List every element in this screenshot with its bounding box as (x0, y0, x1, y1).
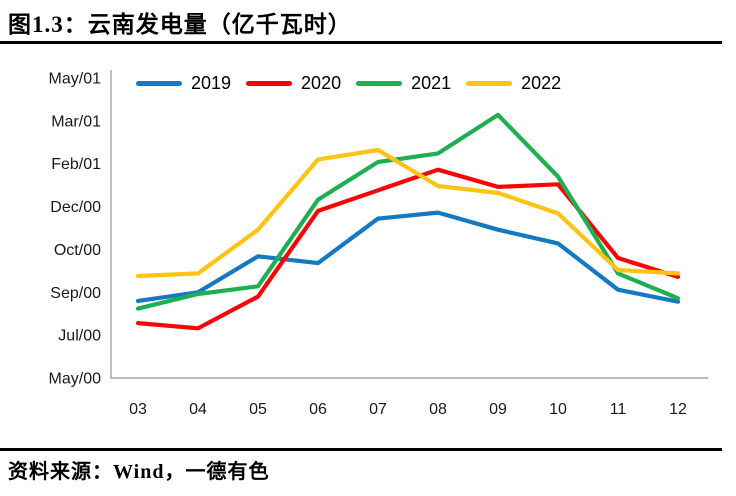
chart-legend: 2019 2020 2021 2022 (136, 74, 576, 92)
legend-label-2019: 2019 (191, 73, 232, 93)
y-axis-tick-label: Oct/00 (54, 242, 101, 259)
legend-swatch-2019 (136, 80, 182, 86)
legend-swatch-2022 (466, 80, 513, 86)
y-axis-tick-label: Dec/00 (50, 199, 101, 216)
title-divider (0, 41, 722, 44)
y-axis-tick-label: Feb/01 (51, 156, 101, 173)
legend-item-2022: 2022 (466, 74, 561, 92)
legend-item-2020: 2020 (246, 74, 341, 92)
x-axis-tick-label: 10 (549, 401, 567, 418)
x-axis-tick-label: 05 (249, 401, 267, 418)
y-axis-tick-label: Mar/01 (51, 113, 101, 130)
y-axis-tick-label: Jul/00 (58, 328, 101, 345)
legend-label-2022: 2022 (521, 73, 562, 93)
data-source-text: 资料来源：Wind，一德有色 (8, 461, 270, 483)
series-line-2022 (135, 147, 681, 279)
x-axis-tick-label: 11 (610, 401, 627, 418)
figure-title: 图1.3：云南发电量（亿千瓦时） (8, 12, 352, 37)
legend-item-2019: 2019 (136, 74, 231, 92)
x-axis-tick-label: 03 (129, 401, 147, 418)
footer-divider (0, 448, 722, 451)
x-axis-tick-label: 12 (669, 401, 687, 418)
legend-swatch-2021 (356, 80, 403, 86)
x-axis-tick-label: 09 (489, 401, 507, 418)
y-axis-tick-label: Sep/00 (50, 285, 101, 302)
x-axis-tick-label: 06 (309, 401, 327, 418)
y-axis-tick-label: May/00 (49, 371, 102, 388)
series-line-2021 (135, 112, 681, 311)
legend-swatch-2020 (246, 80, 293, 86)
x-axis-tick-label: 07 (369, 401, 387, 418)
series-line-2019 (135, 210, 681, 304)
legend-item-2021: 2021 (356, 74, 451, 92)
axis-lines (110, 70, 708, 379)
x-axis-tick-label: 04 (189, 401, 207, 418)
x-axis-tick-label: 08 (429, 401, 447, 418)
y-axis-tick-label: May/01 (49, 71, 102, 88)
legend-label-2021: 2021 (411, 73, 452, 93)
legend-label-2020: 2020 (301, 73, 342, 93)
